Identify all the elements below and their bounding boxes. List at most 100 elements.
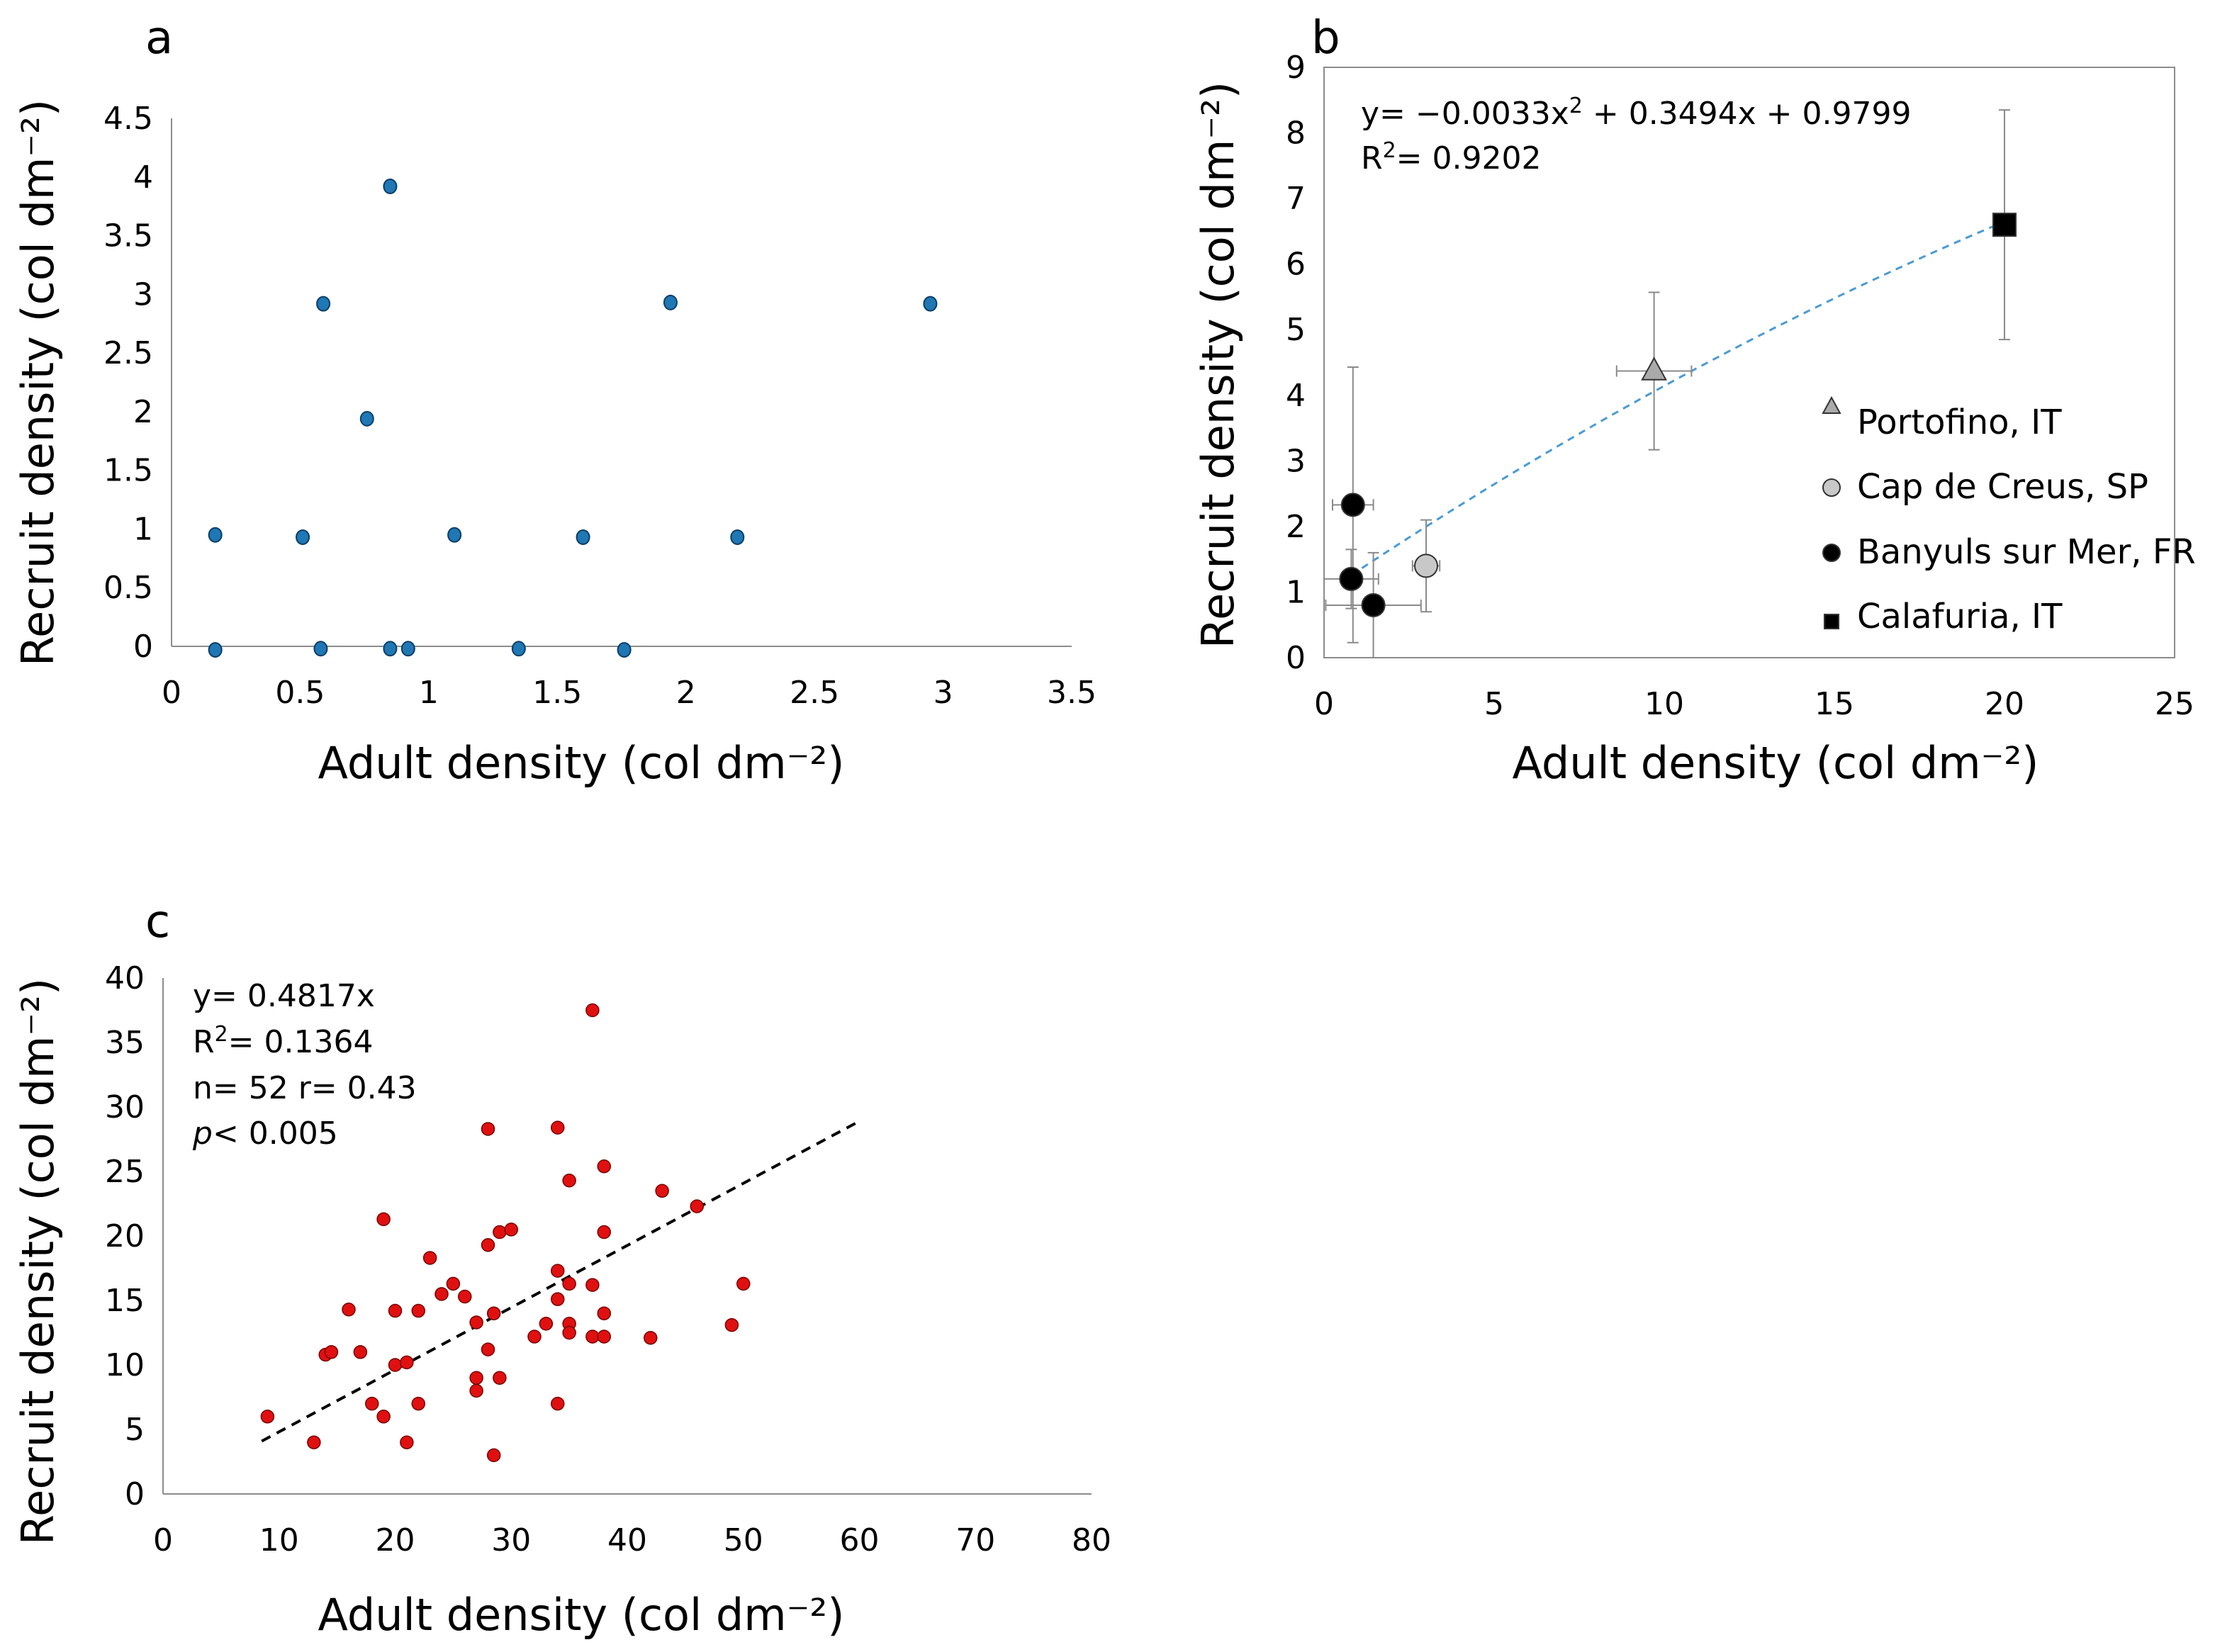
- regression-equation-pre: y= −0.0033x: [1361, 96, 1569, 132]
- y-tick-label: 5: [125, 1412, 145, 1448]
- data-point: [493, 1371, 507, 1385]
- y-tick-label: 15: [105, 1283, 145, 1319]
- data-point: [1361, 592, 1386, 617]
- x-tick-label: 0.5: [275, 675, 325, 711]
- data-point: [469, 1383, 483, 1398]
- panel-a: a 0 0.5 1 1.5 2 2.5 3 3.5 0 0.5 1 1.5 2 2.5 3 3.5 4 4.5 Adu…: [12, 12, 1097, 789]
- regression-equation-post: + 0.3494x + 0.9799: [1583, 96, 1912, 132]
- legend-label: Calafuria, IT: [1857, 597, 2063, 636]
- x-tick-label: 30: [491, 1522, 531, 1558]
- y-tick-label: 20: [105, 1218, 145, 1254]
- y-tick-label: 3: [1286, 443, 1306, 479]
- legend-marker: [1822, 544, 1841, 562]
- data-point: [307, 1435, 321, 1449]
- data-point: [585, 1278, 600, 1292]
- legend-label: Banyuls sur Mer, FR: [1857, 532, 2196, 572]
- data-point: [481, 1342, 495, 1356]
- regression-equation: y= −0.0033x2 + 0.3494x + 0.9799: [1361, 94, 1912, 132]
- panel-letter: b: [1311, 12, 1340, 64]
- data-point: [663, 294, 678, 310]
- x-tick-label: 20: [1985, 686, 2024, 722]
- data-point: [383, 179, 398, 195]
- data-point: [562, 1276, 576, 1291]
- data-point: [342, 1302, 356, 1317]
- stat-annotation: y= 0.4817x: [193, 978, 375, 1014]
- x-axis-title: Adult density (col dm⁻²): [318, 737, 845, 789]
- data-point: [376, 1212, 391, 1227]
- data-point: [1340, 493, 1365, 517]
- data-point: [481, 1237, 495, 1252]
- data-point: [493, 1225, 507, 1240]
- x-axis-title: Adult density (col dm⁻²): [1513, 737, 2039, 789]
- x-tick-label: 2.5: [790, 675, 839, 711]
- data-point: [511, 641, 526, 657]
- y-tick-label: 7: [1286, 181, 1306, 217]
- data-point: [400, 1355, 414, 1370]
- x-tick-label: 2: [676, 675, 696, 711]
- data-point: [260, 1410, 275, 1424]
- x-tick-label: 25: [2155, 686, 2194, 722]
- data-point: [539, 1317, 554, 1331]
- data-point: [644, 1331, 658, 1345]
- x-tick-label: 1.5: [532, 675, 582, 711]
- data-point: [486, 1448, 501, 1463]
- y-tick-label: 35: [105, 1025, 145, 1061]
- y-tick-label: 25: [105, 1154, 145, 1190]
- data-point: [597, 1306, 611, 1320]
- data-point: [353, 1345, 368, 1359]
- panel-letter: a: [145, 12, 173, 64]
- data-point: [383, 641, 398, 657]
- panel-b: b 0 5 10 15 20 25 0 1 2 3 4 5 6 7 8 9 Adult density (col …: [1192, 12, 2196, 789]
- y-tick-label: 2: [133, 394, 153, 430]
- data-point: [562, 1325, 576, 1340]
- y-tick-label: 0.5: [103, 570, 153, 606]
- data-point: [388, 1358, 403, 1372]
- x-tick-label: 60: [840, 1522, 880, 1558]
- data-point: [376, 1410, 391, 1424]
- y-tick-label: 40: [105, 960, 145, 996]
- data-point: [1641, 356, 1668, 381]
- data-point: [313, 641, 328, 657]
- y-tick-label: 9: [1286, 50, 1306, 86]
- data-point: [411, 1396, 425, 1411]
- r-squared: R2= 0.9202: [1361, 138, 1541, 176]
- y-tick-label: 5: [1286, 312, 1306, 348]
- data-point: [422, 1251, 437, 1265]
- y-tick-label: 8: [1286, 116, 1306, 152]
- r-squared-sup: 2: [1383, 138, 1396, 163]
- x-axis-title: Adult density (col dm⁻²): [318, 1589, 845, 1641]
- stat-annotation-sup: 2: [215, 1022, 228, 1047]
- data-point: [585, 1003, 600, 1018]
- x-tick-label: 1: [419, 675, 439, 711]
- legend-marker: [1822, 395, 1841, 414]
- y-axis-title: Recruit density (col dm⁻²): [1192, 82, 1244, 648]
- data-point: [551, 1396, 565, 1411]
- x-tick-label: 0: [153, 1522, 173, 1558]
- data-point: [324, 1345, 339, 1359]
- y-tick-label: 10: [105, 1347, 145, 1383]
- data-point: [527, 1330, 542, 1344]
- data-point: [576, 529, 590, 546]
- data-point: [730, 529, 745, 546]
- y-tick-label: 30: [105, 1089, 145, 1125]
- x-tick-label: 5: [1484, 686, 1504, 722]
- y-tick-label: 4.5: [103, 101, 153, 137]
- data-point: [724, 1317, 739, 1332]
- legend-label: Portofino, IT: [1857, 403, 2062, 442]
- legend-label: Cap de Creus, SP: [1857, 467, 2148, 507]
- stat-annotation: R2= 0.1364: [193, 1022, 373, 1060]
- data-point: [1992, 213, 2017, 237]
- r-squared-post: = 0.9202: [1396, 140, 1542, 176]
- data-point: [1339, 566, 1364, 591]
- x-tick-label: 50: [724, 1522, 763, 1558]
- data-point: [597, 1225, 611, 1240]
- data-point: [365, 1396, 379, 1411]
- data-point: [458, 1289, 472, 1304]
- data-point: [597, 1330, 611, 1344]
- data-point: [736, 1276, 751, 1291]
- y-tick-label: 0: [125, 1476, 145, 1512]
- data-point: [617, 641, 632, 658]
- regression-equation-sup: 2: [1569, 94, 1583, 118]
- data-point: [411, 1303, 425, 1318]
